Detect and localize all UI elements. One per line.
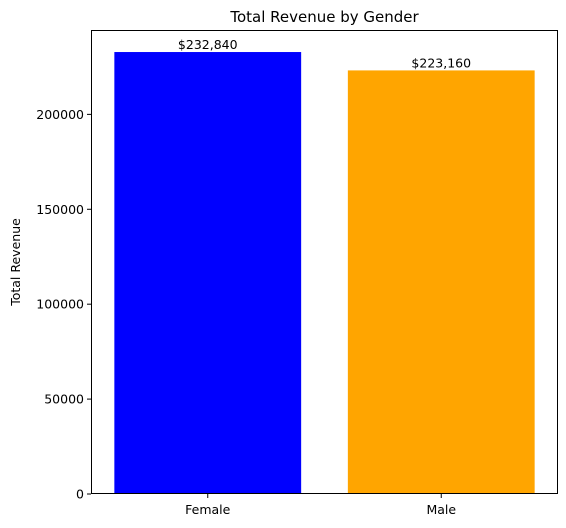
y-tick-label: 50000 bbox=[44, 392, 84, 407]
y-tick-label: 150000 bbox=[36, 202, 84, 217]
data-label-male: $223,160 bbox=[411, 55, 471, 70]
data-labels-group: $232,840 $223,160 bbox=[178, 37, 471, 70]
y-tick-label: 200000 bbox=[36, 107, 84, 122]
data-label-female: $232,840 bbox=[178, 37, 238, 52]
y-tick-label: 100000 bbox=[36, 297, 84, 312]
y-axis-label: Total Revenue bbox=[8, 218, 23, 307]
x-tick-label-male: Male bbox=[426, 502, 456, 517]
bars-group bbox=[114, 52, 535, 494]
y-axis-ticks: 0 50000 100000 150000 200000 bbox=[36, 107, 91, 502]
plot-frame bbox=[91, 30, 558, 494]
bar-male bbox=[347, 70, 535, 494]
x-axis-ticks: Female Male bbox=[185, 494, 456, 517]
bar-female bbox=[114, 52, 302, 494]
x-tick-label-female: Female bbox=[185, 502, 231, 517]
chart-title: Total Revenue by Gender bbox=[229, 8, 419, 26]
y-tick-label: 0 bbox=[76, 487, 84, 502]
